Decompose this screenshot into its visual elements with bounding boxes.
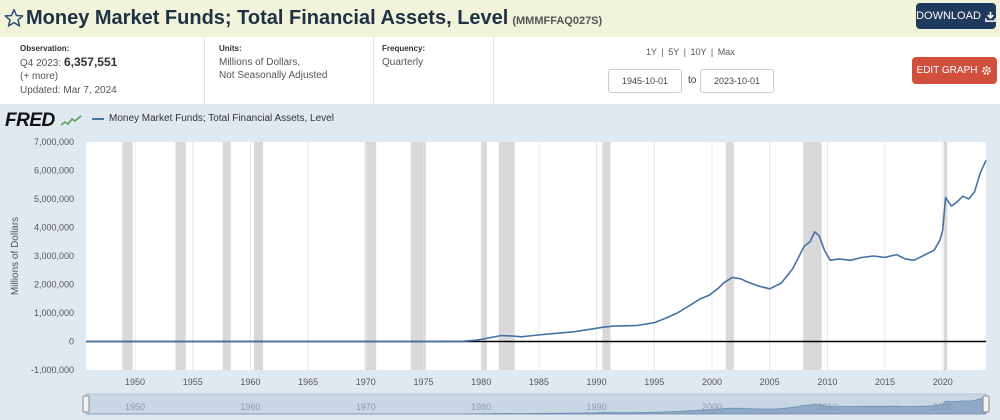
chart-svg: 1950 1955 1960 1965 1970 1975 1980 1985 1990 1995… [10,137,990,415]
x-tick-label: 1985 [529,377,549,387]
fred-logo-text: FRED [5,110,55,131]
x-tick-label: 1955 [183,377,203,387]
edit-graph-label: EDIT GRAPH [916,65,978,76]
range-5y[interactable]: 5Y [668,47,680,57]
start-date-input[interactable]: 1945-10-01 [608,69,682,93]
observation-label: Observation: [20,44,70,53]
y-tick-label: 4,000,000 [34,223,74,233]
legend: Money Market Funds; Total Financial Asse… [92,113,334,124]
navigator-label: 1950 [125,402,145,412]
observation-row: Q4 2023: 6,357,551 [20,56,117,70]
recession-band [943,142,948,370]
updated-text: Updated: Mar 7, 2024 [20,85,117,96]
y-tick-label: 3,000,000 [34,251,74,261]
range-1y[interactable]: 1Y [646,47,657,57]
navigator-label: 1990 [587,402,607,412]
y-tick-label: 6,000,000 [34,166,74,176]
x-tick-label: 1970 [356,377,376,387]
range-links: 1Y | 5Y | 10Y | Max [646,47,735,57]
navigator-series [86,397,987,415]
recession-band [253,142,264,370]
x-tick-label: 1960 [240,377,260,387]
x-tick-label: 1965 [298,377,318,387]
x-tick-label: 2005 [760,377,780,387]
recession-band [175,142,186,370]
recession-band [803,142,822,370]
y-tick-label: 1,000,000 [34,308,74,318]
download-button[interactable]: DOWNLOAD [916,3,996,29]
frequency-value: Quarterly [382,57,424,68]
end-date-input[interactable]: 2023-10-01 [700,69,774,93]
x-tick-label: 1950 [125,377,145,387]
observation-value: 6,357,551 [63,55,118,69]
legend-entry: Money Market Funds; Total Financial Asse… [109,113,334,124]
units-panel: Units: Millions of Dollars, Not Seasonal… [205,37,374,104]
observation-panel: Observation: Q4 2023: 6,357,551 (+ more)… [0,37,205,104]
to-label: to [688,75,697,86]
units-line2: Not Seasonally Adjusted [219,70,328,81]
range-max[interactable]: Max [717,47,735,57]
fred-sparkline-icon [60,115,82,126]
navigator-handle-left[interactable] [82,395,90,413]
navigator-label: 1960 [240,402,260,412]
x-tick-label: 1975 [413,377,433,387]
page-title: Money Market Funds; Total Financial Asse… [26,7,602,30]
x-tick-label: 2010 [817,377,837,387]
recession-band [222,142,231,370]
x-tick-label: 2000 [702,377,722,387]
y-axis-label: Millions of Dollars [10,217,21,295]
y-tick-label: 2,000,000 [34,280,74,290]
series-title: Money Market Funds; Total Financial Asse… [26,7,509,29]
recession-band [725,142,734,370]
more-link[interactable]: (+ more) [20,71,59,82]
recession-band [498,142,515,370]
x-tick-label: 1990 [587,377,607,387]
info-panel: Observation: Q4 2023: 6,357,551 (+ more)… [0,37,1000,104]
range-10y[interactable]: 10Y [690,47,707,57]
recession-band [410,142,426,370]
navigator-label: 2000 [702,402,722,412]
x-tick-label: 1980 [471,377,491,387]
y-tick-label: 7,000,000 [34,137,74,147]
navigator-label: 2020 [933,402,953,412]
fred-logo: FRED [5,110,82,132]
star-icon[interactable] [4,8,24,28]
y-tick-label: 0 [69,337,74,347]
title-bar: Money Market Funds; Total Financial Asse… [0,0,1000,37]
download-icon [985,11,996,22]
frequency-label: Frequency: [382,44,426,53]
navigator-label: 2010 [817,402,837,412]
frequency-panel: Frequency: Quarterly [374,37,494,104]
series-id: (MMMFFAQ027S) [512,15,603,27]
recession-band [602,142,611,370]
plot-background [86,142,986,370]
x-tick-label: 1995 [644,377,664,387]
navigator-handle-right[interactable] [982,395,990,413]
download-label: DOWNLOAD [916,10,981,22]
navigator-label: 1980 [471,402,491,412]
recession-band [364,142,377,370]
gear-icon [982,66,992,75]
x-tick-label: 2020 [933,377,953,387]
units-label: Units: [219,44,242,53]
series-line [86,159,987,343]
edit-graph-button[interactable]: EDIT GRAPH [912,57,997,84]
y-tick-label: -1,000,000 [31,365,74,375]
x-tick-label: 2015 [875,377,895,387]
y-tick-label: 5,000,000 [34,194,74,204]
recession-band [122,142,133,370]
legend-swatch [92,117,104,120]
navigator-label: 1970 [356,402,376,412]
units-line1: Millions of Dollars, [219,57,301,68]
recession-band [481,142,487,370]
observation-period: Q4 2023: [20,58,62,69]
